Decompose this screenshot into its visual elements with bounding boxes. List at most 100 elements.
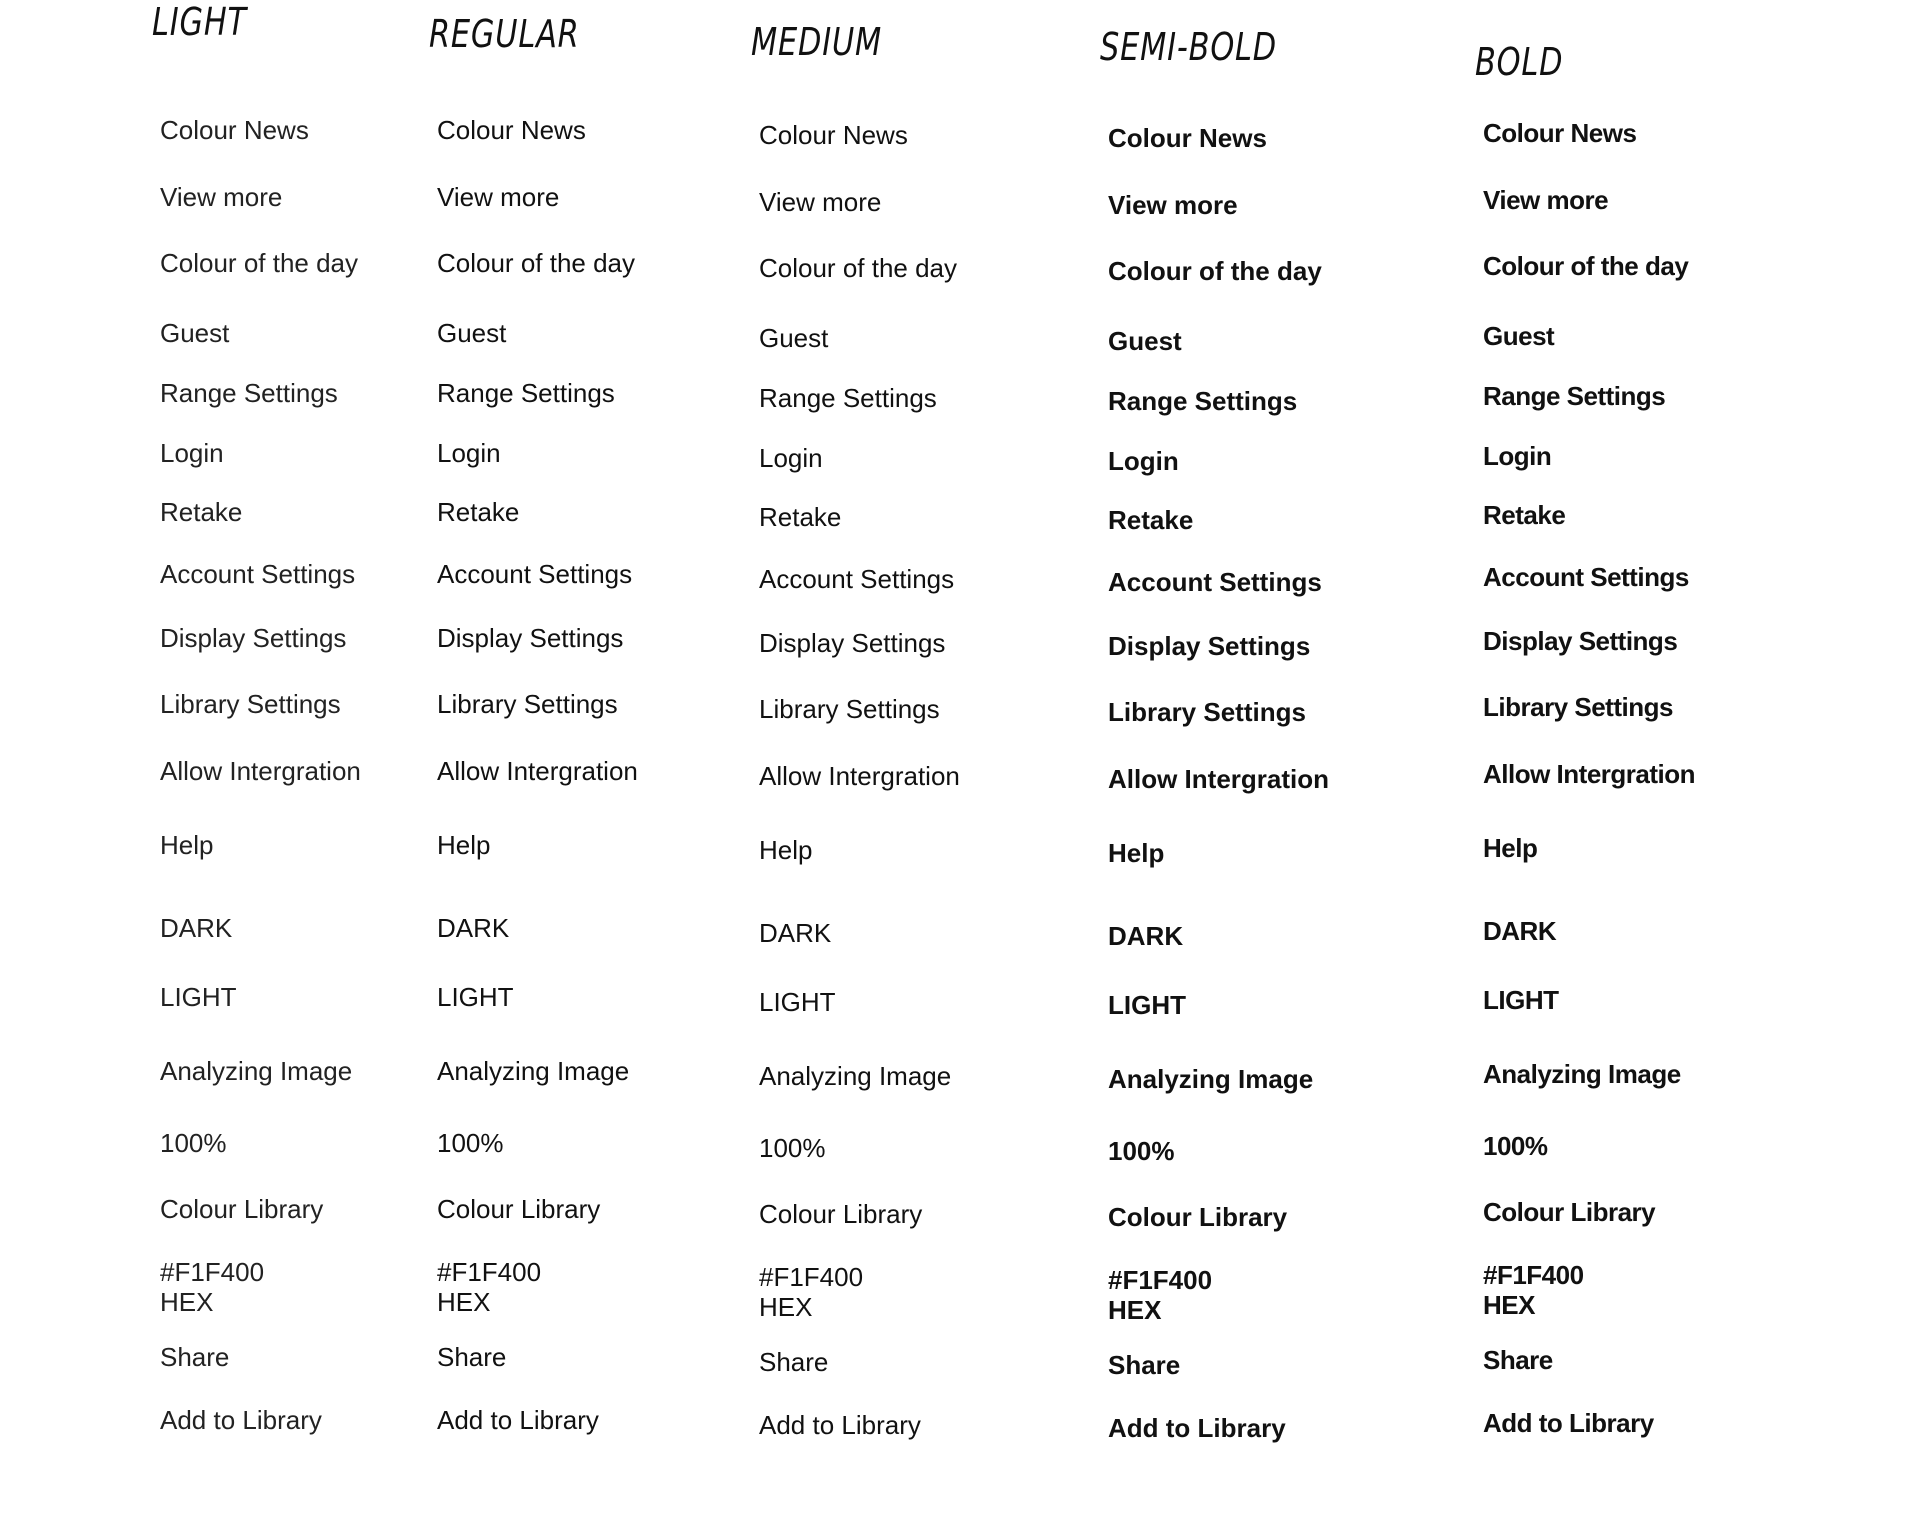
weight-column-light: LIGHT Colour News View more Colour of the d…: [152, 0, 490, 1524]
sample-text: Account Settings: [160, 559, 356, 589]
sample-text: Help: [160, 830, 214, 860]
sample-text: Guest: [160, 318, 230, 348]
sample-text: DARK: [759, 918, 832, 948]
sample-text: Retake: [1483, 500, 1566, 530]
sample-text: Range Settings: [1108, 386, 1298, 416]
sample-text: Colour News: [759, 120, 908, 150]
sample-text: Range Settings: [759, 383, 937, 413]
sample-text: View more: [1483, 185, 1609, 215]
sample-text: Retake: [437, 497, 520, 527]
sample-text: Add to Library: [759, 1410, 921, 1440]
sample-text: Guest: [437, 318, 507, 348]
column-heading: LIGHT: [152, 0, 247, 44]
sample-text-line: #F1F400: [1108, 1265, 1213, 1295]
sample-text: View more: [759, 187, 882, 217]
sample-text: #F1F400 HEX: [1483, 1260, 1584, 1320]
sample-text: Login: [1483, 441, 1552, 471]
weight-column-bold: BOLD Colour News View more Colour of the da…: [1475, 0, 1813, 1524]
sample-text: Display Settings: [437, 623, 624, 653]
sample-text: Guest: [1483, 321, 1555, 351]
sample-text: Colour Library: [759, 1199, 923, 1229]
sample-text: DARK: [1483, 916, 1557, 946]
sample-text: Library Settings: [437, 689, 618, 719]
sample-text: Share: [160, 1342, 230, 1372]
sample-text: 100%: [160, 1128, 227, 1158]
sample-text: Retake: [759, 502, 842, 532]
sample-text: Colour News: [1483, 118, 1637, 148]
sample-text: Share: [437, 1342, 507, 1372]
sample-text: Display Settings: [160, 623, 347, 653]
sample-text: Colour Library: [1108, 1202, 1288, 1232]
sample-text: Analyzing Image: [759, 1061, 952, 1091]
sample-text: 100%: [1108, 1136, 1175, 1166]
sample-text: Colour of the day: [759, 253, 958, 283]
sample-text: #F1F400 HEX: [759, 1262, 863, 1322]
sample-text: DARK: [160, 913, 233, 943]
sample-text: Account Settings: [437, 559, 633, 589]
sample-text: View more: [1108, 190, 1238, 220]
sample-text: Allow Intergration: [160, 756, 361, 786]
column-heading: REGULAR: [429, 12, 580, 56]
sample-text: Analyzing Image: [160, 1056, 353, 1086]
sample-text: Allow Intergration: [759, 761, 960, 791]
sample-text: Add to Library: [160, 1405, 322, 1435]
sample-text: LIGHT: [1483, 985, 1559, 1015]
weight-column-medium: MEDIUM Colour News View more Colour of the …: [751, 0, 1089, 1524]
sample-text: 100%: [437, 1128, 504, 1158]
sample-text-line: #F1F400: [1483, 1260, 1584, 1290]
sample-text: LIGHT: [160, 982, 237, 1012]
sample-text: #F1F400 HEX: [437, 1257, 541, 1317]
sample-text: 100%: [1483, 1131, 1548, 1161]
sample-text-line: #F1F400: [759, 1262, 864, 1292]
sample-text: Colour Library: [437, 1194, 601, 1224]
sample-text: DARK: [437, 913, 510, 943]
sample-text: Help: [1483, 833, 1538, 863]
sample-text: Allow Intergration: [1108, 764, 1329, 794]
sample-text: DARK: [1108, 921, 1184, 951]
sample-text: Add to Library: [1108, 1413, 1286, 1443]
sample-text: Share: [1108, 1350, 1181, 1380]
sample-text: View more: [160, 182, 283, 212]
sample-text: Library Settings: [1108, 697, 1306, 727]
sample-text: Account Settings: [1108, 567, 1322, 597]
sample-text: Display Settings: [759, 628, 946, 658]
sample-text: Colour Library: [1483, 1197, 1656, 1227]
sample-text: Allow Intergration: [437, 756, 638, 786]
sample-text: Help: [759, 835, 813, 865]
sample-text: Range Settings: [160, 378, 338, 408]
sample-text: LIGHT: [1108, 990, 1186, 1020]
sample-text: Login: [1108, 446, 1179, 476]
sample-text: Guest: [1108, 326, 1182, 356]
sample-text: Colour of the day: [1483, 251, 1689, 281]
sample-text: Colour of the day: [437, 248, 636, 278]
sample-text: Share: [1483, 1345, 1553, 1375]
sample-text: Share: [759, 1347, 829, 1377]
sample-text: Analyzing Image: [437, 1056, 630, 1086]
sample-text: Login: [759, 443, 823, 473]
sample-text-line: HEX: [160, 1287, 214, 1317]
sample-text: Library Settings: [160, 689, 341, 719]
sample-text: Retake: [160, 497, 243, 527]
sample-text: Colour of the day: [160, 248, 359, 278]
sample-text: Colour News: [1108, 123, 1267, 153]
sample-text: Colour News: [437, 115, 586, 145]
sample-text: LIGHT: [437, 982, 514, 1012]
sample-text: Analyzing Image: [1483, 1059, 1681, 1089]
sample-text: Display Settings: [1483, 626, 1678, 656]
column-heading: BOLD: [1475, 40, 1564, 84]
sample-text: Account Settings: [759, 564, 955, 594]
column-heading: MEDIUM: [751, 20, 883, 64]
weight-column-regular: REGULAR Colour News View more Colour of the…: [429, 0, 767, 1524]
column-heading: SEMI-BOLD: [1100, 25, 1277, 69]
sample-text: Display Settings: [1108, 631, 1311, 661]
sample-text-line: #F1F400: [437, 1257, 542, 1287]
sample-text: Colour Library: [160, 1194, 324, 1224]
sample-text: 100%: [759, 1133, 826, 1163]
sample-text: Add to Library: [437, 1405, 599, 1435]
sample-text: Login: [437, 438, 501, 468]
sample-text: Colour of the day: [1108, 256, 1322, 286]
sample-text-line: HEX: [1108, 1295, 1162, 1325]
weight-column-semi-bold: SEMI-BOLD Colour News View more Colour of t…: [1100, 0, 1438, 1524]
sample-text: #F1F400 HEX: [160, 1257, 264, 1317]
sample-text: Retake: [1108, 505, 1194, 535]
